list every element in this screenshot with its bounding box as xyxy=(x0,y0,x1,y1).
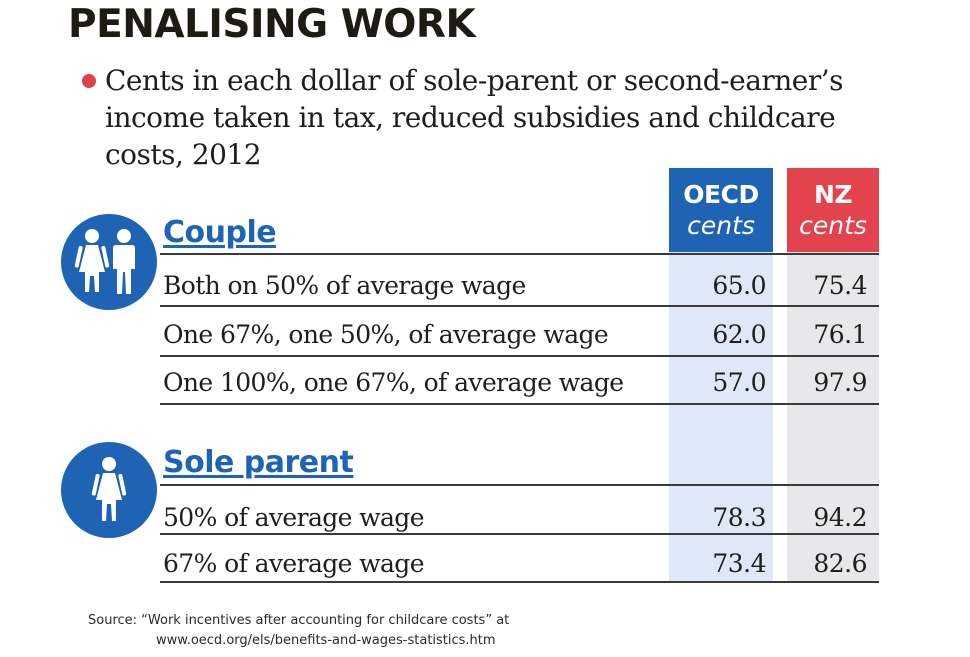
bullet-dot xyxy=(82,74,96,88)
section-heading-couple: Couple xyxy=(163,215,277,250)
nz-value: 75.4 xyxy=(813,271,867,300)
oecd-value: 65.0 xyxy=(712,271,766,300)
source-url: www.oecd.org/els/benefits-and-wages-stat… xyxy=(156,633,496,648)
row-divider xyxy=(160,484,879,486)
section-heading-sole-parent: Sole parent xyxy=(163,445,354,480)
oecd-value: 73.4 xyxy=(712,549,766,578)
row-divider xyxy=(160,253,879,255)
nz-header-label: NZ xyxy=(813,180,853,209)
chart-subtitle: Cents in each dollar of sole-parent or s… xyxy=(105,64,844,171)
chart-title: PENALISING WORK xyxy=(68,2,476,47)
table-row-label: 67% of average wage xyxy=(163,549,424,578)
oecd-value: 57.0 xyxy=(712,368,766,397)
couple-icon xyxy=(61,214,157,310)
row-divider xyxy=(160,355,879,357)
row-divider xyxy=(160,305,879,307)
table-row-label: One 100%, one 67%, of average wage xyxy=(163,368,624,397)
oecd-header-label: OECD xyxy=(683,180,759,209)
nz-value: 94.2 xyxy=(813,503,867,532)
oecd-value: 62.0 xyxy=(712,320,766,349)
oecd-column-header: OECD cents xyxy=(669,168,773,252)
woman-icon xyxy=(61,442,157,538)
oecd-header-unit: cents xyxy=(687,211,755,240)
source-text: “Work incentives after accounting for ch… xyxy=(141,613,510,628)
row-divider xyxy=(160,403,879,405)
table-row-label: 50% of average wage xyxy=(163,503,424,532)
nz-value: 82.6 xyxy=(813,549,867,578)
nz-column-header: NZ cents xyxy=(787,168,879,252)
nz-header-unit: cents xyxy=(799,211,867,240)
source-prefix: Source: xyxy=(88,613,138,628)
nz-value: 76.1 xyxy=(813,320,867,349)
row-divider xyxy=(160,533,879,535)
oecd-value: 78.3 xyxy=(712,503,766,532)
source-note: Source: “Work incentives after accountin… xyxy=(88,611,509,651)
table-row-label: One 67%, one 50%, of average wage xyxy=(163,320,609,349)
row-divider xyxy=(160,581,879,583)
table-row-label: Both on 50% of average wage xyxy=(163,271,526,300)
nz-value: 97.9 xyxy=(813,368,867,397)
